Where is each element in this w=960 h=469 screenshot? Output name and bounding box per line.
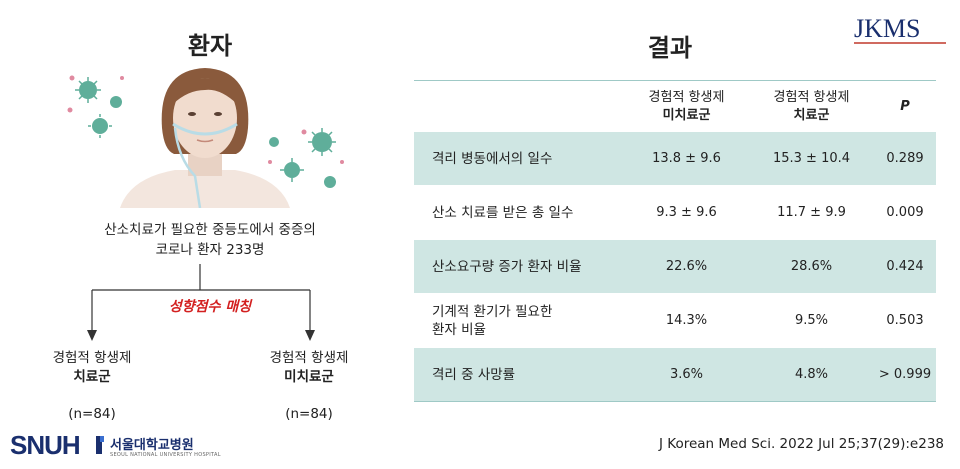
cell-p: 0.009 (886, 205, 924, 220)
header-treated: 경험적 항생제 치료군 (749, 89, 874, 125)
row-label: 격리 병동에서의 일수 (432, 150, 553, 167)
table-row: 산소요구량 증가 환자 비율 22.6% 28.6% 0.424 (414, 240, 936, 294)
row-label-line1: 기계적 환기가 필요한 (432, 303, 553, 320)
header-untreated-line1: 경험적 항생제 (648, 89, 725, 105)
table-row: 격리 병동에서의 일수 13.8 ± 9.6 15.3 ± 10.4 0.289 (414, 132, 936, 186)
cell-untreated: 13.8 ± 9.6 (652, 150, 721, 166)
snuh-logo-text: SNUH (10, 430, 81, 460)
table-header: 경험적 항생제 미치료군 경험적 항생제 치료군 P (414, 80, 936, 132)
header-treated-line1: 경험적 항생제 (773, 89, 850, 105)
row-label: 산소 치료를 받은 총 일수 (432, 204, 574, 221)
cell-untreated: 22.6% (665, 258, 708, 274)
virus-icon-1 (79, 81, 122, 134)
patient-desc-line1: 산소치료가 필요한 중등도에서 중증의 (104, 222, 316, 238)
patient-desc-line2: 코로나 환자 233명 (155, 242, 265, 258)
citation: J Korean Med Sci. 2022 Jul 25;37(29):e23… (659, 436, 944, 452)
cell-treated: 11.7 ± 9.9 (777, 204, 846, 220)
jkms-logo: JKMS (854, 14, 946, 44)
treated-group: 경험적 항생제 치료군 (n=84) (17, 349, 167, 424)
header-untreated-line2: 미치료군 (662, 107, 711, 123)
header-treated-line2: 치료군 (793, 107, 830, 123)
cell-treated: 4.8% (794, 366, 829, 382)
cell-p: 0.289 (886, 151, 924, 166)
snuh-logo-korean: 서울대학교병원 (110, 438, 194, 453)
arrow-down-icon-left (87, 330, 97, 341)
group-a-line1: 경험적 항생제 (52, 350, 132, 366)
row-label: 격리 중 사망률 (432, 366, 516, 383)
patient-illustration (67, 68, 344, 208)
patients-title: 환자 (187, 32, 233, 60)
group-b-line1: 경험적 항생제 (269, 350, 349, 366)
cell-p: 0.424 (886, 259, 924, 274)
snuh-emblem-icon (96, 436, 104, 454)
results-table: 경험적 항생제 미치료군 경험적 항생제 치료군 P 격리 병동에서의 일수 1… (414, 80, 936, 402)
patient-description: 산소치료가 필요한 중등도에서 중증의 코로나 환자 233명 (70, 220, 350, 260)
group-a-line2: 치료군 (73, 369, 111, 385)
cell-p: > 0.999 (878, 367, 932, 382)
row-label: 기계적 환기가 필요한 환자 비율 (414, 303, 624, 339)
table-row: 격리 중 사망률 3.6% 4.8% > 0.999 (414, 348, 936, 402)
table-row: 산소 치료를 받은 총 일수 9.3 ± 9.6 11.7 ± 9.9 0.00… (414, 186, 936, 240)
group-b-count: (n=84) (285, 406, 333, 422)
cell-treated: 15.3 ± 10.4 (772, 150, 851, 166)
svg-text:JKMS: JKMS (854, 14, 920, 43)
snuh-logo-english: SEOUL NATIONAL UNIVERSITY HOSPITAL (110, 452, 221, 458)
propensity-matching-label: 성향점수 매칭 (120, 296, 300, 316)
row-label-line2: 환자 비율 (432, 321, 486, 338)
results-title: 결과 (647, 34, 693, 62)
snuh-logo: SNUH 서울대학교병원 SEOUL NATIONAL UNIVERSITY H… (10, 430, 240, 464)
arrow-down-icon-right (305, 330, 315, 341)
cell-treated: 28.6% (790, 258, 833, 274)
group-a-count: (n=84) (68, 406, 116, 422)
group-b-line2: 미치료군 (284, 369, 334, 385)
cell-untreated: 9.3 ± 9.6 (656, 204, 717, 220)
header-p-value: P (900, 99, 910, 114)
cell-untreated: 14.3% (665, 312, 708, 328)
cell-p: 0.503 (886, 313, 924, 328)
untreated-group: 경험적 항생제 미치료군 (n=84) (234, 349, 384, 424)
row-label: 산소요구량 증가 환자 비율 (432, 258, 582, 275)
table-row: 기계적 환기가 필요한 환자 비율 14.3% 9.5% 0.503 (414, 294, 936, 348)
cell-treated: 9.5% (794, 312, 829, 328)
header-untreated: 경험적 항생제 미치료군 (624, 89, 749, 125)
cell-untreated: 3.6% (669, 366, 704, 382)
